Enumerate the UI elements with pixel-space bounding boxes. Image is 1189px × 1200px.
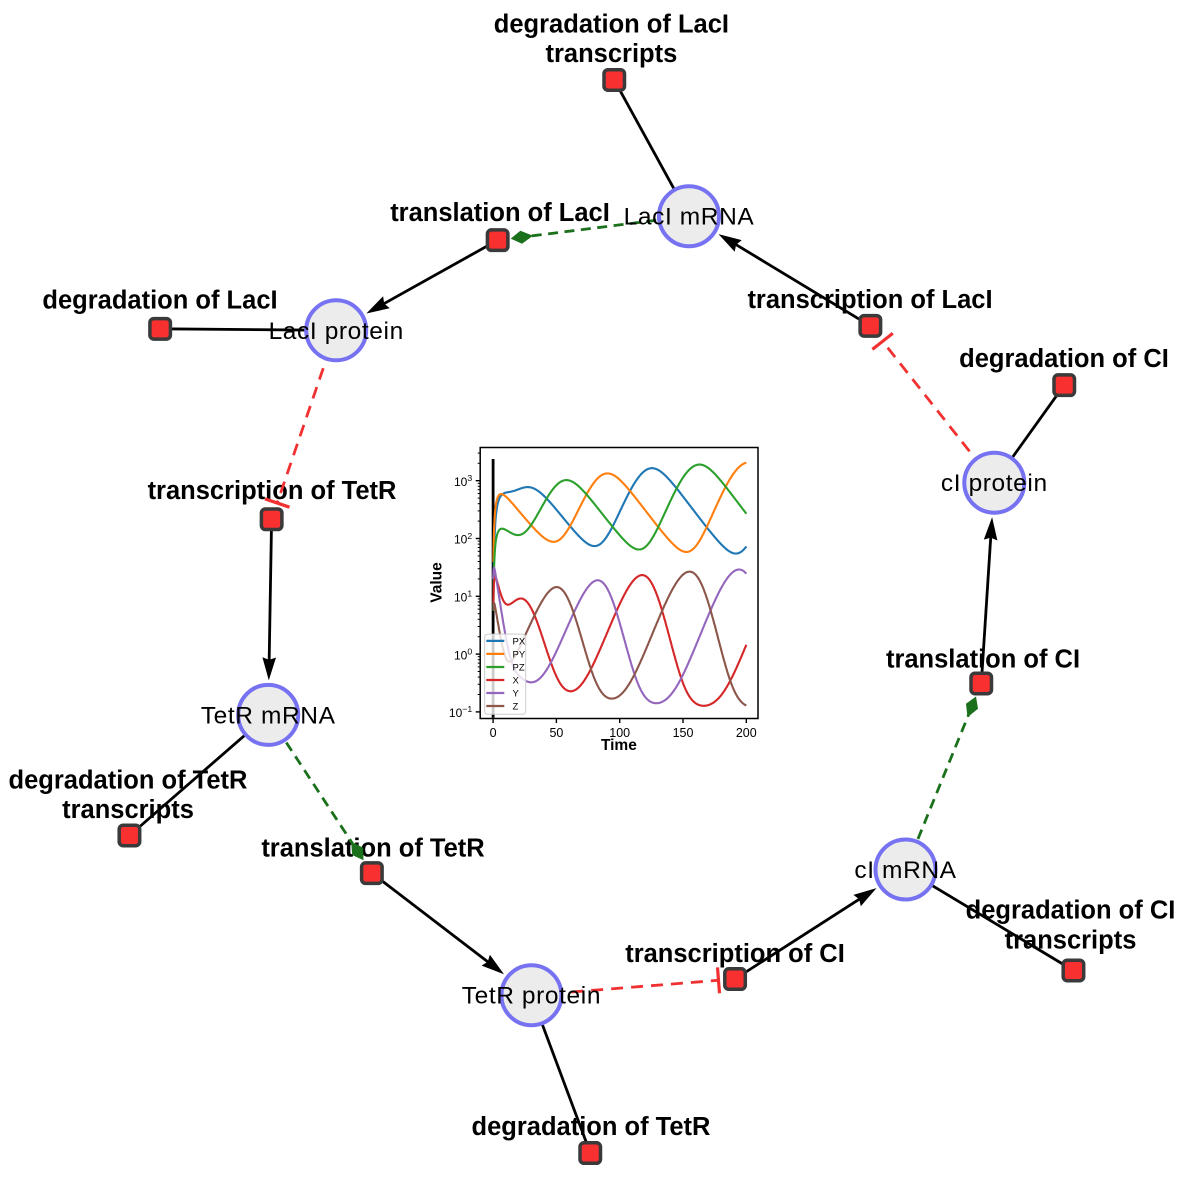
- svg-text:degradation of TetR: degradation of TetR: [472, 1113, 711, 1141]
- svg-text:transcription of CI: transcription of CI: [625, 940, 845, 968]
- svg-text:PY: PY: [513, 650, 526, 661]
- svg-text:LacI mRNA: LacI mRNA: [624, 204, 755, 231]
- svg-text:degradation of LacI: degradation of LacI: [42, 286, 277, 314]
- svg-text:TetR mRNA: TetR mRNA: [201, 702, 336, 729]
- svg-text:103: 103: [454, 473, 472, 489]
- svg-text:translation of TetR: translation of TetR: [261, 834, 484, 862]
- svg-text:degradation of LacI: degradation of LacI: [494, 11, 729, 39]
- svg-text:100: 100: [454, 646, 472, 662]
- svg-text:PX: PX: [513, 637, 526, 648]
- svg-text:cI mRNA: cI mRNA: [854, 857, 956, 884]
- svg-text:LacI protein: LacI protein: [269, 318, 404, 345]
- svg-text:Z: Z: [513, 702, 519, 713]
- svg-text:TetR protein: TetR protein: [462, 983, 601, 1010]
- svg-text:degradation of CI: degradation of CI: [959, 345, 1169, 373]
- svg-text:200: 200: [736, 726, 757, 740]
- svg-text:101: 101: [454, 589, 472, 605]
- svg-text:transcripts: transcripts: [546, 40, 678, 68]
- svg-text:degradation of TetR: degradation of TetR: [9, 766, 248, 794]
- svg-text:X: X: [513, 676, 520, 687]
- svg-text:100: 100: [609, 726, 630, 740]
- svg-text:102: 102: [454, 531, 472, 547]
- svg-text:degradation of CI: degradation of CI: [966, 897, 1176, 925]
- svg-text:transcripts: transcripts: [62, 796, 194, 824]
- svg-text:Y: Y: [513, 689, 520, 700]
- svg-text:Time: Time: [601, 737, 637, 754]
- svg-text:50: 50: [549, 726, 563, 740]
- svg-text:transcripts: transcripts: [1005, 927, 1137, 955]
- svg-text:Value: Value: [429, 562, 446, 603]
- svg-text:cI protein: cI protein: [941, 470, 1048, 497]
- svg-text:10−1: 10−1: [449, 704, 472, 720]
- svg-text:PZ: PZ: [513, 663, 525, 674]
- svg-text:translation of LacI: translation of LacI: [390, 199, 610, 227]
- svg-text:0: 0: [490, 726, 497, 740]
- svg-text:150: 150: [673, 726, 694, 740]
- svg-text:transcription of LacI: transcription of LacI: [747, 286, 992, 314]
